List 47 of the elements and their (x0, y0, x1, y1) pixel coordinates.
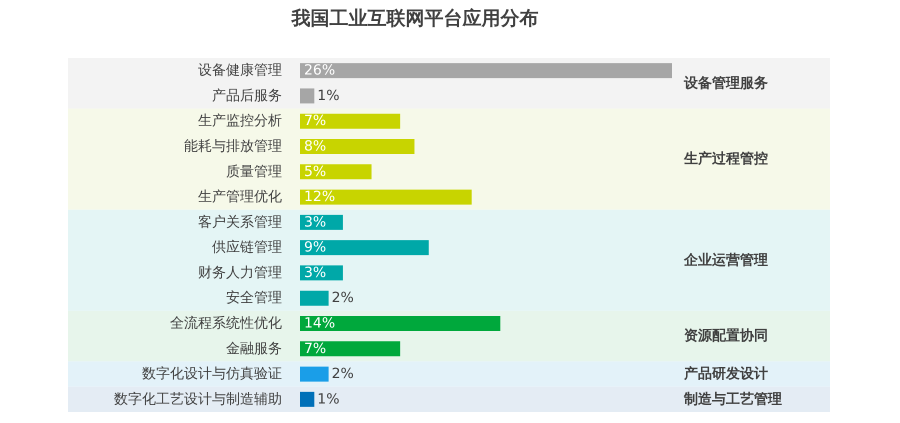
y-tick-label: 供应链管理 (212, 240, 282, 256)
data-label: 14% (304, 316, 336, 332)
data-label: 1% (317, 88, 340, 104)
y-tick-label: 安全管理 (226, 290, 282, 306)
y-tick-label: 财务人力管理 (198, 264, 282, 281)
band-label: 制造与工艺管理 (683, 391, 782, 408)
y-tick-label: 生产管理优化 (198, 189, 282, 206)
band-label: 企业运营管理 (683, 252, 768, 268)
data-label: 2% (332, 366, 354, 382)
data-label: 2% (332, 290, 354, 306)
band-label: 生产过程管控 (683, 150, 768, 168)
y-tick-label: 数字化设计与仿真验证 (142, 366, 282, 382)
band-label: 产品研发设计 (683, 365, 768, 382)
band-label: 设备管理服务 (683, 75, 768, 92)
y-tick-label: 全流程系统性优化 (170, 316, 282, 332)
bar (300, 341, 400, 356)
data-label: 1% (317, 391, 340, 408)
data-label: 5% (304, 164, 326, 180)
y-tick-label: 生产监控分析 (198, 113, 282, 130)
y-tick-label: 能耗与排放管理 (184, 138, 282, 154)
y-tick-label: 设备健康管理 (198, 62, 282, 79)
y-tick-label: 金融服务 (226, 340, 282, 357)
y-tick-label: 客户关系管理 (198, 214, 282, 230)
data-label: 3% (304, 264, 326, 281)
bar (300, 114, 400, 129)
bar (300, 139, 414, 154)
bar (300, 316, 500, 331)
bar (300, 392, 314, 407)
bar (300, 63, 672, 78)
data-label: 7% (304, 113, 326, 130)
bar (300, 366, 329, 382)
y-tick-label: 产品后服务 (212, 88, 282, 104)
data-label: 9% (304, 240, 326, 256)
data-label: 8% (304, 138, 326, 154)
bar (300, 290, 329, 306)
bar (300, 190, 472, 205)
data-label: 3% (304, 214, 326, 230)
y-tick-label: 质量管理 (226, 164, 282, 180)
chart-title: 我国工业互联网平台应用分布 (290, 8, 538, 30)
data-label: 7% (304, 340, 326, 357)
y-tick-label: 数字化工艺设计与制造辅助 (114, 391, 282, 408)
bar (300, 88, 314, 104)
bar (300, 240, 429, 256)
data-label: 12% (304, 189, 336, 206)
bar (300, 164, 372, 180)
band-label: 资源配置协同 (684, 328, 768, 344)
data-label: 26% (304, 62, 336, 79)
